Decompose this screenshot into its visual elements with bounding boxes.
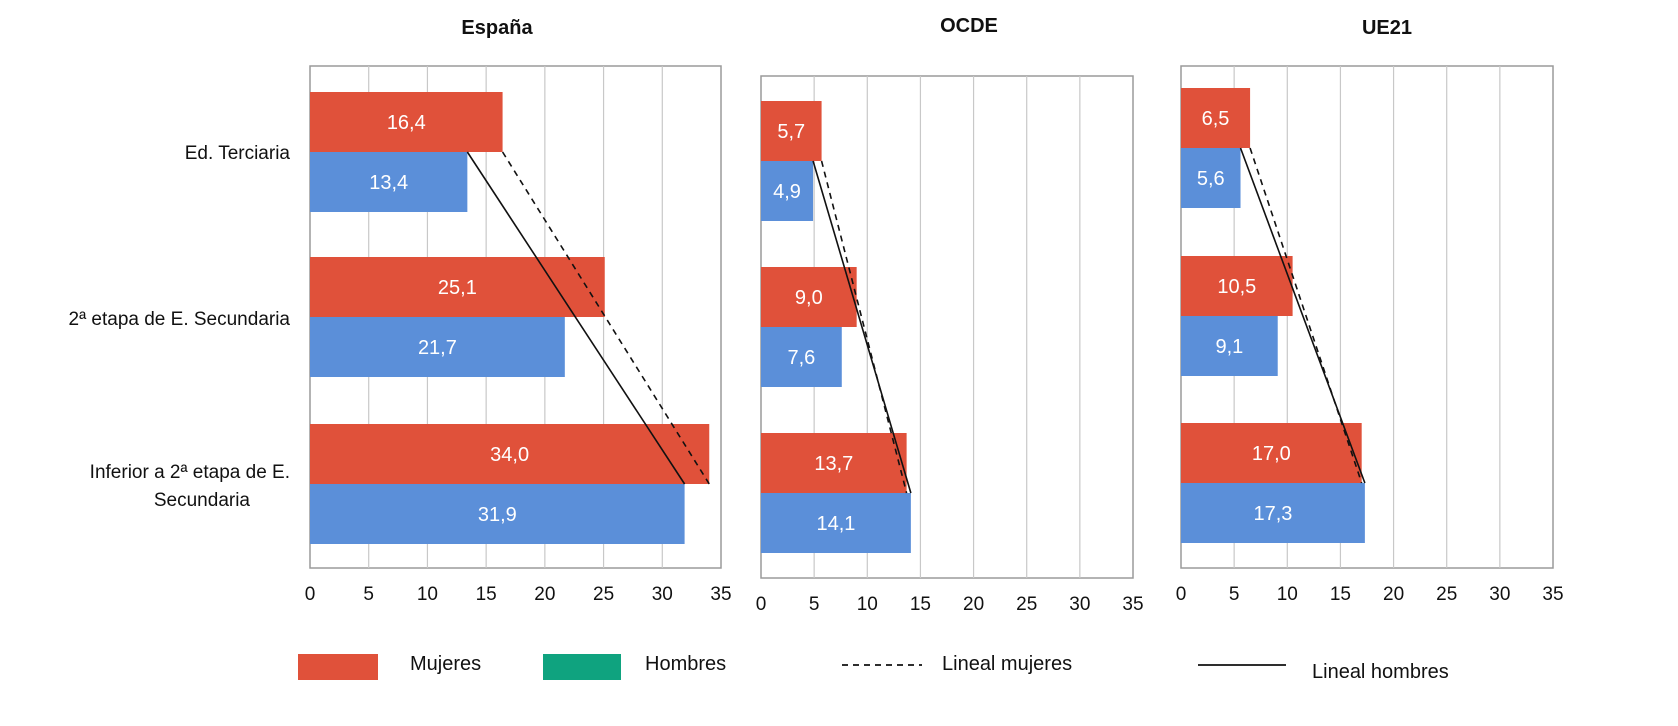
panel-2-x-tick-label: 5 [1229,584,1240,605]
panel-2-bar-value-label: 17,3 [1253,503,1292,525]
panel-1-x-tick-label: 5 [809,594,820,615]
panel-2-x-tick-label: 35 [1542,584,1563,605]
panel-1-x-tick-label: 25 [1016,594,1037,615]
panel-1-x-tick-label: 15 [910,594,931,615]
panel-1-x-tick-label: 10 [857,594,878,615]
panel-1-x-tick-label: 30 [1069,594,1090,615]
legend-swatch-mujeres [298,654,378,680]
panel-2-bar-value-label: 5,6 [1197,168,1225,190]
category-label-line: Secundaria [154,490,251,511]
panel-0-bar-hombres-terciaria [310,152,468,212]
panel-2-bar-mujeres-secundaria [1181,256,1293,316]
legend-label-lineal-mujeres: Lineal mujeres [942,653,1072,675]
panel-0-x-tick-label: 0 [305,584,316,605]
panel-0-x-tick-label: 10 [417,584,438,605]
panel-0-bar-value-label: 21,7 [418,337,457,359]
category-label-inferior: Inferior a 2ª etapa de E. Secundaria [90,462,290,511]
legend: Mujeres Hombres Lineal mujeres Lineal hombr… [298,653,1449,683]
panel-1-bar-mujeres-secundaria [761,267,857,327]
panel-1-bar-value-label: 7,6 [787,347,815,369]
panel-2-bar-hombres-secundaria [1181,316,1278,376]
panel-1-trendline-hombres [812,160,912,494]
legend-label-mujeres: Mujeres [410,653,481,675]
panel-1-bar-value-label: 4,9 [773,181,801,203]
panel-2-x-tick-label: 0 [1176,584,1187,605]
panel-1-bar-value-label: 14,1 [816,513,855,535]
panel-1-bar-value-label: 5,7 [777,121,805,143]
panel-2-x-tick-label: 20 [1383,584,1404,605]
panel-2-bar-value-label: 9,1 [1215,336,1243,358]
panel-1-x-tick-label: 20 [963,594,984,615]
panel-0-title: España [461,17,533,39]
panel-0-bar-value-label: 25,1 [438,277,477,299]
panel-1-bar-hombres-terciaria [761,161,814,221]
category-label-secundaria: 2ª etapa de E. Secundaria [69,309,291,330]
panel-1-trendline-mujeres [820,160,908,494]
panel-2-x-tick-label: 10 [1277,584,1298,605]
panel-2-title: UE21 [1362,17,1412,39]
panel-1-bar-value-label: 13,7 [814,453,853,475]
panel-2-trendline-mujeres [1249,147,1363,484]
panel-2-bar-mujeres-terciaria [1181,88,1251,148]
panel-1-bar-mujeres-terciaria [761,101,822,161]
panel-0-bar-hombres-secundaria [310,317,565,377]
panel-1-title: OCDE [940,15,998,37]
panel-1-x-tick-label: 35 [1122,594,1143,615]
panel-2-x-tick-label: 15 [1330,584,1351,605]
panel-2-trendline-hombres [1239,147,1366,484]
panel-0-x-tick-label: 25 [593,584,614,605]
panel-2-bar-hombres-terciaria [1181,148,1241,208]
category-label-line: Ed. Terciaria [185,143,291,164]
panel-1-bar-value-label: 9,0 [795,287,823,309]
panel-1: 0 5 10 15 20 25 30 35 OCDE 5,7 4,9 9,0 7,6 13,7 14,1 [756,15,1144,615]
panel-0-trendline-hombres [466,151,686,485]
panel-0-x-tick-label: 35 [710,584,731,605]
legend-label-lineal-hombres: Lineal hombres [1312,661,1449,683]
panel-2-bar-mujeres-inferior [1181,423,1362,483]
panel-0-bar-value-label: 13,4 [369,172,408,194]
panel-0-bar-value-label: 34,0 [490,444,529,466]
legend-label-hombres: Hombres [645,653,726,675]
panel-0-bar-hombres-inferior [310,484,685,544]
panel-0-bar-value-label: 31,9 [478,504,517,526]
panel-2-bar-value-label: 10,5 [1217,276,1256,298]
panel-2-bar-value-label: 6,5 [1202,108,1230,130]
panel-1-bar-mujeres-inferior [761,433,907,493]
legend-swatch-hombres [543,654,621,680]
panel-0-bar-mujeres-inferior [310,424,710,484]
panel-0-bar-mujeres-terciaria [310,92,503,152]
category-label-terciaria: Ed. Terciaria [185,143,291,164]
panel-0-x-tick-label: 30 [652,584,673,605]
panel-0-x-tick-label: 5 [363,584,374,605]
panel-1-bar-hombres-secundaria [761,327,842,387]
panel-2: 0 5 10 15 20 25 30 35 UE21 6,5 5,6 10,5 9,1 17,0 17,3 [1176,17,1564,605]
panel-2-bar-value-label: 17,0 [1252,443,1291,465]
panel-2-x-tick-label: 25 [1436,584,1457,605]
panel-1-bar-hombres-inferior [761,493,911,553]
panel-1-x-tick-label: 0 [756,594,767,615]
panel-2-x-tick-label: 30 [1489,584,1510,605]
panel-0-x-tick-label: 15 [476,584,497,605]
category-label-line: Inferior a 2ª etapa de E. [90,462,290,483]
panel-0-x-tick-label: 20 [534,584,555,605]
panel-0-bar-value-label: 16,4 [387,112,426,134]
panel-0: 0 5 10 15 20 25 30 35 España 16,4 13,4 25,1 21,7 34,0… [305,17,732,605]
category-label-line: 2ª etapa de E. Secundaria [69,309,291,330]
panel-2-bar-hombres-inferior [1181,483,1365,543]
